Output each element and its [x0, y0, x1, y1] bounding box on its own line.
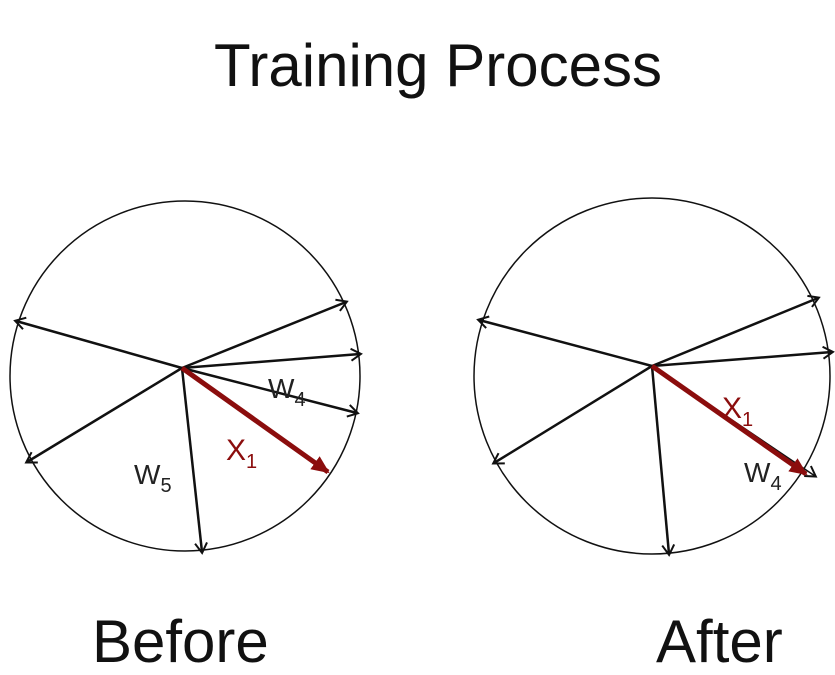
svg-text:X1: X1 — [226, 434, 257, 473]
before-w5-label: W — [134, 459, 161, 490]
after-panel: X1 W4 — [473, 197, 835, 557]
svg-text:W4: W4 — [744, 457, 782, 495]
before-panel: W4 W5 X1 — [9, 200, 363, 555]
before-weight-vector-upper — [181, 347, 363, 370]
svg-text:W4: W4 — [268, 373, 306, 411]
before-caption: Before — [92, 608, 269, 675]
svg-text:X1: X1 — [722, 392, 753, 431]
after-x1-label: X — [722, 392, 742, 425]
after-x1-subscript: 1 — [742, 409, 753, 431]
before-weight-vector-1 — [13, 316, 183, 370]
after-weight-vector-upper — [651, 345, 835, 368]
after-w4-subscript: 4 — [770, 473, 781, 495]
before-w4-label: W — [268, 373, 295, 404]
before-w5-subscript: 5 — [160, 475, 171, 497]
before-weight-vector-3 — [181, 298, 349, 370]
before-w4-subscript: 4 — [294, 389, 305, 411]
before-weight-vector-w5 — [180, 367, 208, 555]
before-input-vector-x1 — [180, 365, 330, 475]
after-caption: After — [656, 608, 783, 675]
svg-text:W5: W5 — [134, 459, 172, 497]
after-weight-vector-2 — [491, 364, 653, 465]
diagram-title: Training Process — [214, 32, 662, 99]
after-input-vector-x1 — [650, 363, 808, 477]
after-weight-vector-1 — [476, 315, 653, 368]
before-weight-vector-2 — [24, 366, 183, 464]
after-w4-label: W — [744, 457, 771, 488]
before-x1-label: X — [226, 434, 246, 467]
before-unit-circle — [9, 200, 361, 552]
after-weight-vector-down — [650, 365, 676, 557]
after-weight-vector-3 — [651, 294, 821, 368]
after-unit-circle — [473, 197, 831, 555]
before-x1-subscript: 1 — [246, 451, 257, 473]
before-weight-vector-w4 — [181, 366, 360, 418]
